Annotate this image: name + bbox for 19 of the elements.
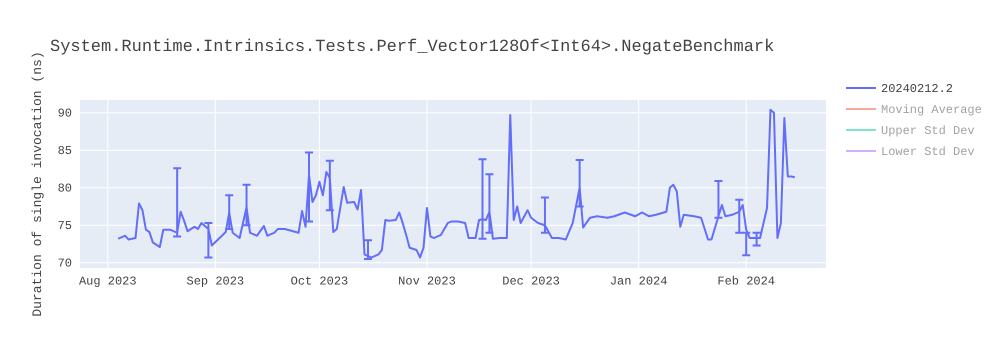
x-tick-label: Oct 2023 [290,274,348,289]
x-tick-label: Feb 2024 [717,274,775,289]
x-tick-label: Sep 2023 [186,274,244,289]
chart-title: System.Runtime.Intrinsics.Tests.Perf_Vector128Of<Int64>.NegateBenchmark [50,38,774,57]
y-axis-title: Duration of single invocation (ns) [30,51,45,317]
y-tick-label: 75 [58,219,72,234]
y-tick-label: 80 [58,182,72,196]
x-tick-label: Jan 2024 [610,274,668,289]
line-series [117,108,796,258]
x-tick-label: Dec 2023 [502,274,560,289]
y-tick-label: 70 [58,256,72,271]
y-tick-label: 85 [58,144,72,158]
legend-label: Upper Std Dev [881,124,975,138]
legend-label: Lower Std Dev [881,145,975,159]
legend-label: Moving Average [881,103,982,117]
x-tick-label: Nov 2023 [398,274,456,289]
x-tick-label: Aug 2023 [78,274,137,289]
y-tick-label: 90 [58,106,72,121]
legend-label: 20240212.2 [881,82,954,96]
